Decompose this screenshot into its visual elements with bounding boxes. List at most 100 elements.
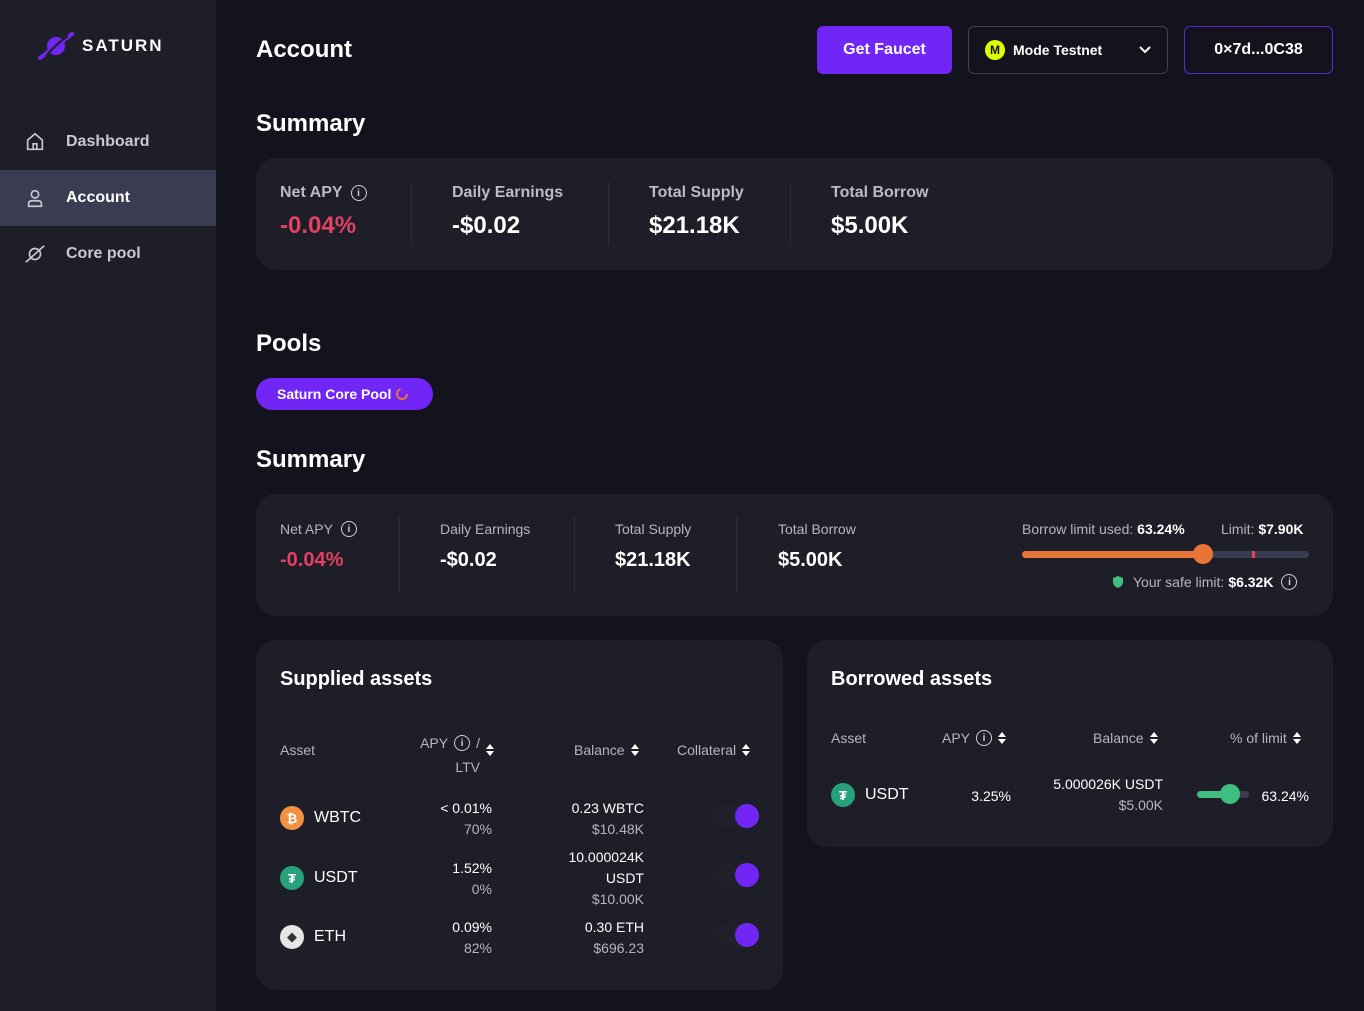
header-separator: / bbox=[476, 734, 480, 751]
info-icon[interactable]: i bbox=[1281, 574, 1298, 590]
pools-title: Pools bbox=[256, 330, 322, 357]
toggle-knob bbox=[735, 923, 759, 947]
shield-icon bbox=[1113, 576, 1123, 588]
asset-cell-usdt[interactable]: ₮ USDT bbox=[831, 783, 909, 807]
info-icon[interactable]: i bbox=[454, 735, 471, 751]
sort-icon[interactable] bbox=[742, 744, 751, 756]
header-label: Balance bbox=[1093, 730, 1144, 746]
stat-label: Total Supply bbox=[649, 184, 744, 201]
sort-icon[interactable] bbox=[1292, 732, 1301, 744]
column-header-balance[interactable]: Balance bbox=[1093, 730, 1158, 746]
eth-coin-icon: ◆ bbox=[280, 925, 304, 949]
balance-cell: 5.000026K USDT $5.00K bbox=[1033, 774, 1163, 816]
network-selector[interactable]: M Mode Testnet bbox=[968, 26, 1168, 74]
column-header-apy[interactable]: APY i bbox=[942, 730, 1007, 746]
borrow-limit-used-label: Borrow limit used: bbox=[1022, 521, 1134, 537]
balance-usd: $5.00K bbox=[1118, 797, 1163, 813]
pool-net-apy-value: -0.04% bbox=[280, 549, 344, 571]
sidebar-item-label: Core pool bbox=[66, 245, 141, 262]
safe-limit-value: $6.32K bbox=[1228, 574, 1274, 590]
collateral-toggle-wbtc[interactable] bbox=[715, 804, 759, 828]
sidebar-item-account[interactable]: Account bbox=[0, 170, 216, 226]
planet-icon bbox=[25, 245, 45, 263]
sidebar-item-dashboard[interactable]: Dashboard bbox=[0, 114, 216, 170]
pool-daily-earnings-stat: Daily Earnings -$0.02 bbox=[440, 521, 530, 572]
borrow-limit-used-value: 63.24% bbox=[1137, 521, 1185, 537]
info-icon[interactable]: i bbox=[976, 730, 993, 746]
collateral-toggle-usdt[interactable] bbox=[715, 863, 759, 887]
wallet-address-button[interactable]: 0×7d...0C38 bbox=[1184, 26, 1333, 74]
info-icon[interactable]: i bbox=[340, 521, 357, 537]
stat-label: Total Supply bbox=[615, 521, 692, 537]
divider bbox=[399, 516, 400, 592]
balance-unit: USDT bbox=[605, 870, 644, 886]
column-header-balance[interactable]: Balance bbox=[574, 742, 639, 758]
sort-icon[interactable] bbox=[998, 732, 1007, 744]
usdt-coin-icon: ₮ bbox=[280, 866, 304, 890]
balance-usd: $10.48K bbox=[591, 821, 644, 837]
asset-cell-wbtc[interactable]: ₿ WBTC bbox=[280, 806, 361, 830]
stat-label: Daily Earnings bbox=[440, 521, 531, 537]
stat-label: Net APY bbox=[280, 184, 343, 201]
sidebar: SATURN Dashboard Account Core pool bbox=[0, 0, 216, 1011]
toggle-knob bbox=[735, 863, 759, 887]
pool-label: Saturn Core Pool bbox=[277, 386, 392, 402]
daily-earnings-value: -$0.02 bbox=[452, 212, 521, 239]
apy-value: 1.52% bbox=[452, 860, 492, 876]
header-label: APY bbox=[420, 734, 449, 751]
net-apy-value: -0.04% bbox=[280, 212, 357, 239]
pool-daily-earnings-value: -$0.02 bbox=[440, 549, 497, 571]
collateral-toggle-eth[interactable] bbox=[715, 923, 759, 947]
toggle-knob bbox=[735, 804, 759, 828]
get-faucet-button[interactable]: Get Faucet bbox=[817, 26, 952, 74]
header-label: APY bbox=[942, 730, 971, 746]
asset-symbol: USDT bbox=[314, 869, 358, 886]
sort-icon[interactable] bbox=[486, 744, 494, 756]
borrow-limit-knob bbox=[1193, 544, 1214, 564]
borrow-limit-used: Borrow limit used: 63.24% bbox=[1022, 521, 1185, 537]
column-header-pct-limit[interactable]: % of limit bbox=[1230, 730, 1301, 746]
logo[interactable]: SATURN bbox=[38, 30, 164, 62]
balance-amount: 10.000024K bbox=[568, 849, 644, 865]
home-icon bbox=[26, 132, 44, 151]
stat-label: Daily Earnings bbox=[452, 184, 564, 201]
column-header-apy-ltv[interactable]: APY i / LTV bbox=[410, 730, 494, 779]
asset-symbol: USDT bbox=[865, 786, 909, 803]
pool-tab-saturn-core[interactable]: Saturn Core Pool bbox=[256, 378, 433, 410]
ltv-value: 82% bbox=[463, 940, 492, 956]
pct-limit-value: 63.24% bbox=[1261, 788, 1309, 804]
info-icon[interactable]: i bbox=[350, 185, 367, 201]
supplied-assets-title: Supplied assets bbox=[280, 668, 433, 690]
asset-cell-usdt[interactable]: ₮ USDT bbox=[280, 866, 358, 890]
column-header-collateral[interactable]: Collateral bbox=[677, 742, 751, 758]
borrow-limit: Limit: $7.90K bbox=[1221, 521, 1304, 537]
sidebar-item-label: Dashboard bbox=[66, 133, 150, 150]
borrow-limit-bar bbox=[1022, 544, 1309, 564]
asset-symbol: WBTC bbox=[314, 809, 362, 826]
stat-label: Total Borrow bbox=[778, 521, 856, 537]
supplied-assets-card: Supplied assets Asset APY i / LTV Balanc… bbox=[256, 640, 783, 990]
sidebar-item-core-pool[interactable]: Core pool bbox=[0, 226, 216, 282]
brand-name: SATURN bbox=[82, 36, 164, 55]
borrowed-assets-title: Borrowed assets bbox=[831, 668, 993, 690]
daily-earnings-stat: Daily Earnings -$0.02 bbox=[452, 184, 563, 240]
pool-total-supply-value: $21.18K bbox=[615, 549, 691, 571]
pool-total-supply-stat: Total Supply $21.18K bbox=[615, 521, 691, 572]
sidebar-item-label: Account bbox=[66, 189, 130, 206]
asset-cell-eth[interactable]: ◆ ETH bbox=[280, 925, 346, 949]
divider bbox=[608, 182, 609, 246]
divider bbox=[574, 516, 575, 592]
borrow-limit-fill bbox=[1022, 551, 1204, 558]
user-icon bbox=[27, 189, 43, 208]
stat-label: Net APY bbox=[280, 521, 333, 537]
sort-icon[interactable] bbox=[1149, 732, 1158, 744]
header-label: % of limit bbox=[1230, 730, 1287, 746]
divider bbox=[790, 182, 791, 246]
header-label: LTV bbox=[455, 759, 480, 775]
balance-amount: 0.30 ETH bbox=[584, 919, 644, 935]
ltv-value: 70% bbox=[463, 821, 492, 837]
apy-ltv-cell: 0.09% 82% bbox=[400, 917, 492, 959]
pool-total-borrow-stat: Total Borrow $5.00K bbox=[778, 521, 856, 572]
sort-icon[interactable] bbox=[630, 744, 639, 756]
column-header-asset: Asset bbox=[831, 730, 867, 746]
